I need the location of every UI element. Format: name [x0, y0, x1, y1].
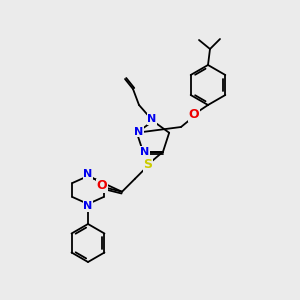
- Text: N: N: [83, 201, 93, 211]
- Text: N: N: [140, 147, 150, 157]
- Text: N: N: [134, 127, 143, 137]
- Text: O: O: [97, 179, 107, 192]
- Text: S: S: [143, 158, 152, 171]
- Text: N: N: [147, 114, 157, 124]
- Text: O: O: [189, 109, 199, 122]
- Text: N: N: [83, 169, 93, 179]
